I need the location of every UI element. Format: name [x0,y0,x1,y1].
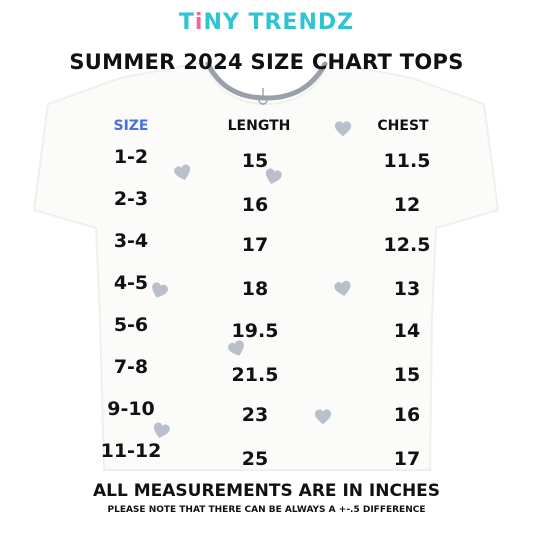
size-cell: 9-10 [107,398,155,420]
brand-name-part1: T [178,10,195,35]
tolerance-note: PLEASE NOTE THAT THERE CAN BE ALWAYS A +… [107,505,426,515]
chest-cell: 17 [393,448,421,470]
size-cell: 5-6 [113,314,149,336]
brand-name-part2: NY TRENDZ [203,10,355,35]
size-cell: 7-8 [113,356,149,378]
heart-icon [228,340,244,356]
chest-cell: 13 [393,278,421,300]
heart-icon [174,164,191,180]
column-header-size: SIZE [113,118,149,134]
heart-icon [314,409,332,425]
chest-cell: 12 [393,194,421,216]
chest-cell: 12.5 [383,234,431,256]
length-cell: 17 [241,234,269,256]
page-title: SUMMER 2024 SIZE CHART TOPS [69,50,464,74]
length-cell: 18 [241,278,269,300]
length-cell: 21.5 [231,364,279,386]
size-cell: 3-4 [113,230,149,252]
length-cell: 25 [241,448,269,470]
chest-cell: 11.5 [383,150,431,172]
brand-logo: TiNY TRENDZ [0,10,533,35]
heart-icon [153,422,170,438]
size-cell: 11-12 [100,440,162,462]
size-cell: 1-2 [113,146,149,168]
column-header-chest: CHEST [377,118,429,134]
measurement-unit-note: ALL MEASUREMENTS ARE IN INCHES [92,481,441,501]
length-cell: 19.5 [231,320,279,342]
size-cell: 4-5 [113,272,149,294]
length-cell: 23 [241,404,269,426]
heart-icon [265,168,282,184]
chest-cell: 15 [393,364,421,386]
size-cell: 2-3 [113,188,149,210]
heart-icon [334,121,352,137]
tag-logo-icon [258,88,268,105]
chest-cell: 14 [393,320,421,342]
length-cell: 15 [241,150,269,172]
column-header-length: LENGTH [227,118,291,134]
chest-cell: 16 [393,404,421,426]
length-cell: 16 [241,194,269,216]
heart-icon [152,282,168,298]
heart-icon [334,280,351,297]
brand-name-accent: i [194,10,204,35]
